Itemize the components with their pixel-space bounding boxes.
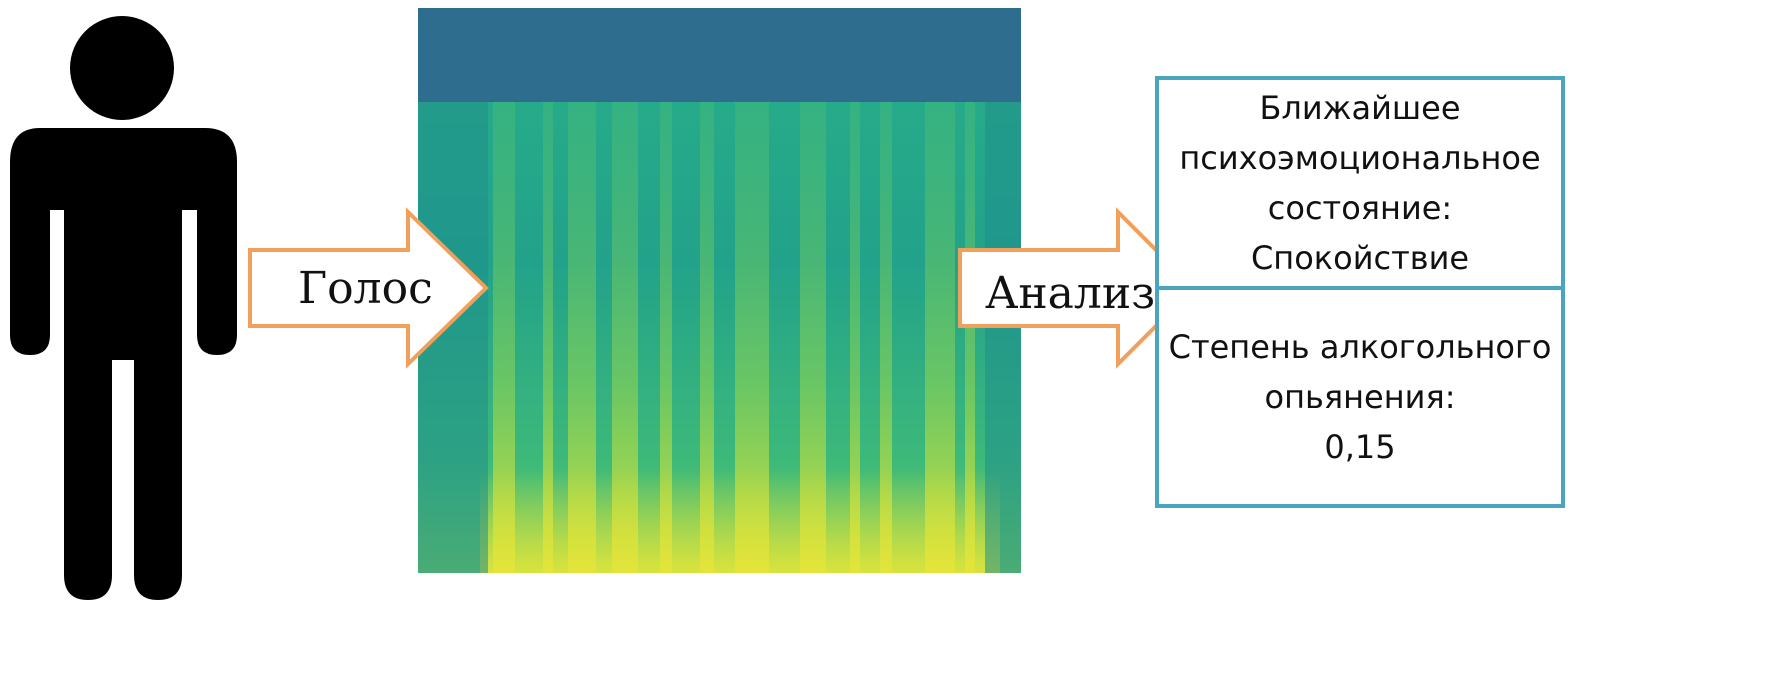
state-line-1: Ближайшее [1259,89,1461,127]
alcohol-level-box: Степень алкогольного опьянения: 0,15 [1155,286,1565,508]
alcohol-line-1: Степень алкогольного [1168,328,1552,366]
alcohol-line-2: опьянения: [1264,378,1456,416]
state-line-2: психоэмоциональное [1179,139,1541,177]
voice-label: Голос [298,263,433,314]
person-icon [10,16,237,600]
state-value: Спокойствие [1250,239,1470,277]
emotional-state-box: Ближайшее психоэмоциональное состояние: … [1155,76,1565,290]
alcohol-value: 0,15 [1324,428,1396,466]
analysis-label: Анализ [985,268,1156,319]
state-line-3: состояние: [1267,189,1453,227]
